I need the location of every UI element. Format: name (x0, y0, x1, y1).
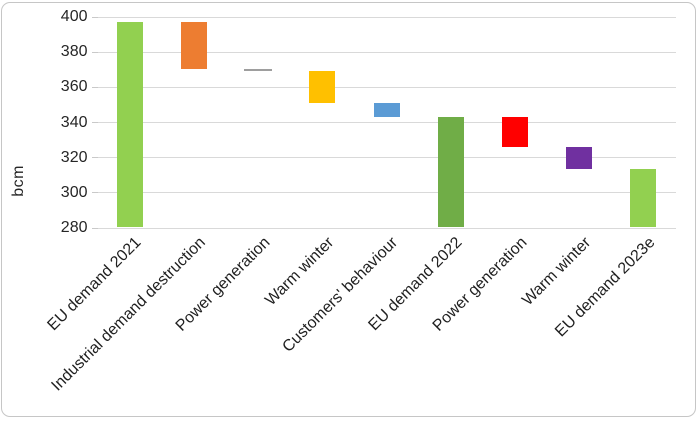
gridline (97, 122, 676, 123)
waterfall-bar-decrease (180, 21, 207, 70)
gridline (97, 16, 676, 18)
waterfall-bar-decrease (501, 116, 528, 147)
gridline (97, 86, 676, 88)
y-axis-tick (91, 51, 98, 53)
y-axis-title: bcm (10, 165, 27, 197)
y-axis-tick (91, 227, 98, 229)
y-tick-label: 300 (60, 183, 88, 201)
gridline (97, 192, 676, 194)
y-axis-tick (91, 192, 98, 194)
y-tick-label: 280 (60, 219, 88, 236)
y-tick-label: 380 (60, 43, 88, 61)
waterfall-bar-total (116, 21, 143, 228)
y-axis-tick (91, 122, 98, 123)
waterfall-connector-dash (244, 69, 273, 72)
y-axis-tick (91, 16, 98, 18)
y-tick-label: 320 (60, 148, 88, 166)
gridline (97, 157, 676, 159)
waterfall-bar-decrease (373, 102, 400, 117)
y-axis-tick (91, 86, 98, 88)
gridline (97, 227, 676, 229)
y-tick-label: 360 (60, 78, 88, 96)
waterfall-bar-decrease (566, 146, 593, 170)
waterfall-bar-decrease (309, 71, 336, 103)
y-tick-label: 340 (60, 113, 88, 131)
gridline (97, 51, 676, 53)
waterfall-chart: bcm 400 380 360 340 320 300 280 EU demand 2021 I… (1, 2, 696, 417)
category-label-text: Customers' behaviour (279, 233, 402, 356)
waterfall-bar-total (630, 169, 657, 228)
y-axis-tick (91, 157, 98, 159)
y-tick-label: 400 (60, 8, 88, 25)
waterfall-bar-total (437, 116, 464, 228)
